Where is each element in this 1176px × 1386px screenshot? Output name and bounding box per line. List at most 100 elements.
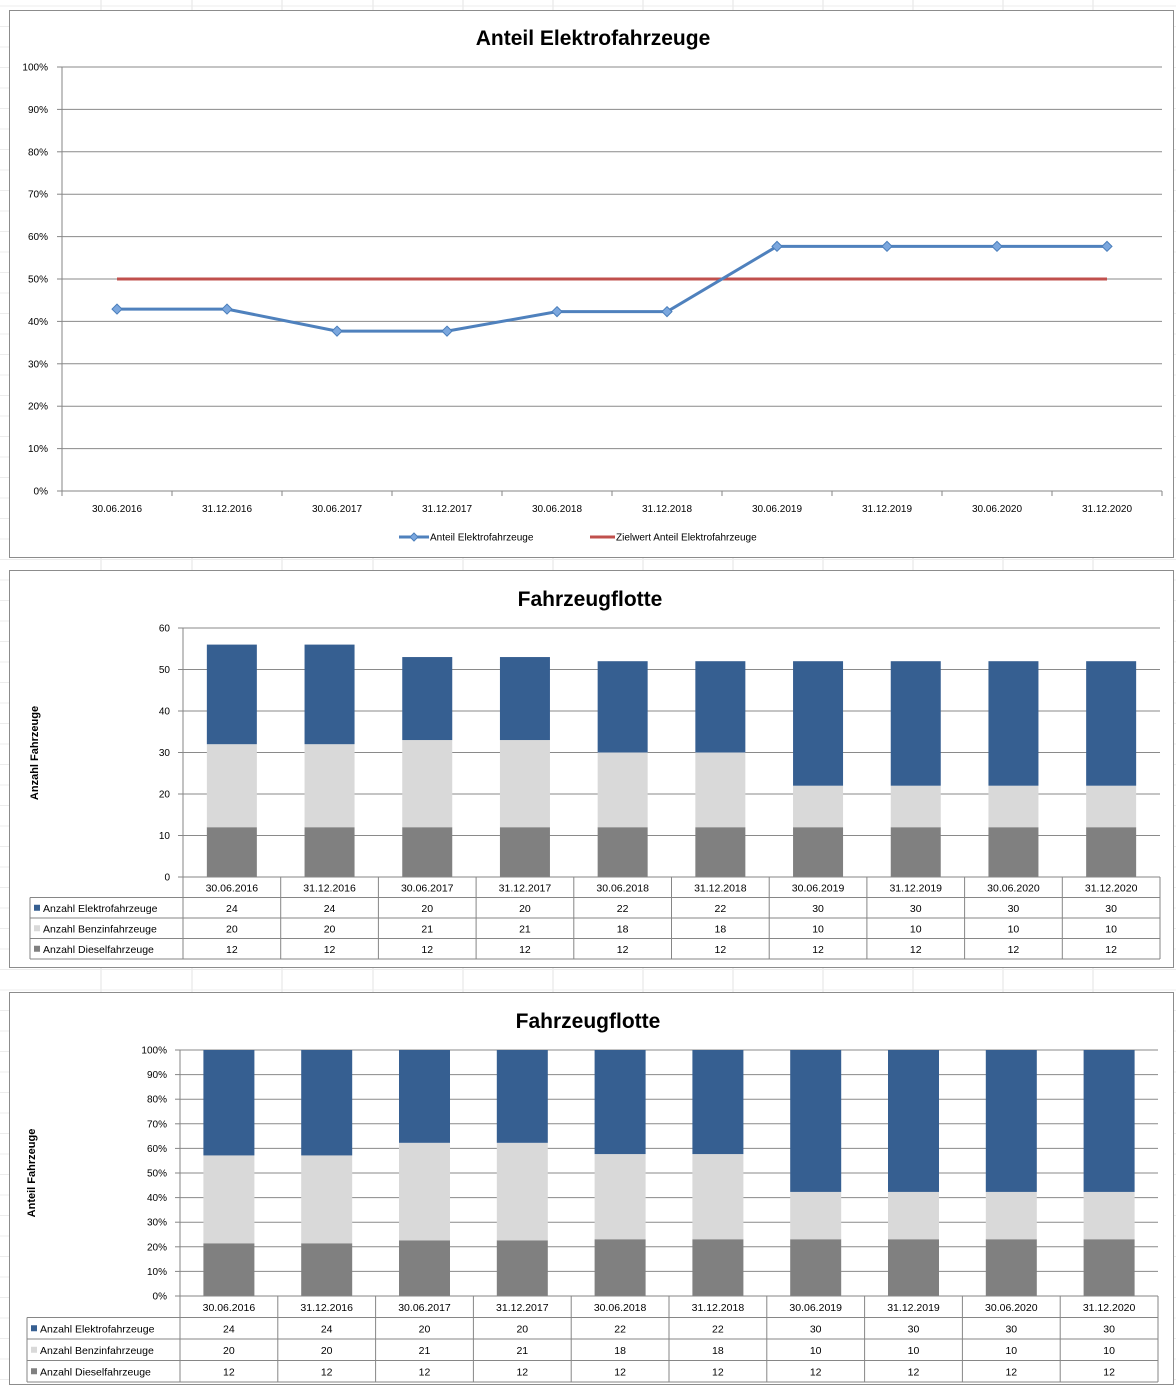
series-line-anteil <box>117 244 1107 333</box>
table-cell: 30 <box>810 1323 822 1335</box>
x-tick-label: 31.12.2017 <box>496 1302 549 1314</box>
table-cell: 10 <box>812 923 824 935</box>
y-axis-label: Anzahl Fahrzeuge <box>29 706 41 800</box>
x-tick-label: 31.12.2018 <box>642 504 692 515</box>
table-cell: 24 <box>226 903 238 915</box>
table-cell: 20 <box>226 923 238 935</box>
bar-segment-anzahl-benzinfahrzeuge <box>399 1142 450 1241</box>
x-tick-label: 30.06.2020 <box>985 1302 1038 1314</box>
table-cell: 20 <box>421 903 433 915</box>
x-tick-label: 30.06.2016 <box>92 504 142 515</box>
bar-segment-anzahl-dieselfahrzeuge <box>496 1240 548 1296</box>
table-cell: 22 <box>715 903 727 915</box>
table-cell: 18 <box>614 1345 626 1357</box>
bar-segment-anzahl-dieselfahrzeuge <box>402 827 453 877</box>
stacked-bar-chart-anteil[interactable]: Fahrzeugflotte Anteil Fahrzeuge 0% 10% 20%… <box>9 992 1174 1385</box>
table-cell: 10 <box>1005 1345 1017 1357</box>
x-tick-label: 31.12.2016 <box>300 1302 353 1314</box>
bar-segment-anzahl-elektrofahrzeuge <box>304 644 355 745</box>
table-cell: 12 <box>1005 1366 1017 1378</box>
table-cell: 22 <box>614 1323 626 1335</box>
bar-segment-anzahl-elektrofahrzeuge <box>793 661 844 786</box>
y-tick-label: 60% <box>28 232 48 243</box>
table-cell: 30 <box>910 903 922 915</box>
table-cell: 30 <box>1008 903 1020 915</box>
bar-chart-svg: Fahrzeugflotte Anzahl Fahrzeuge 0 10 20 30 4… <box>29 588 1161 960</box>
y-tick-label: 30 <box>159 748 171 759</box>
bar-segment-anzahl-benzinfahrzeuge <box>206 744 257 828</box>
bar-segment-anzahl-elektrofahrzeuge <box>402 657 453 741</box>
table-cell: 22 <box>712 1323 724 1335</box>
bar-segment-anzahl-elektrofahrzeuge <box>890 661 941 786</box>
bar-segment-anzahl-elektrofahrzeuge <box>988 661 1039 786</box>
bar-segment-anzahl-dieselfahrzeuge <box>304 827 355 877</box>
bar-segment-anzahl-dieselfahrzeuge <box>692 1239 744 1296</box>
table-cell: 30 <box>812 903 824 915</box>
table-cell: 12 <box>324 944 336 956</box>
bar-segment-anzahl-elektrofahrzeuge <box>985 1050 1037 1192</box>
data-point-marker <box>551 305 563 318</box>
y-tick-label: 30% <box>147 1218 167 1229</box>
x-tick-label: 30.06.2016 <box>206 882 259 894</box>
table-cell: 12 <box>223 1366 235 1378</box>
bar-segment-anzahl-dieselfahrzeuge <box>888 1239 939 1296</box>
bar-segment-anzahl-dieselfahrzeuge <box>499 827 550 877</box>
legend-key <box>31 1368 37 1375</box>
legend-label-zielwert: Zielwert Anteil Elektrofahrzeuge <box>616 533 757 544</box>
table-cell: 21 <box>421 923 433 935</box>
table-row-header: Anzahl Elektrofahrzeuge <box>43 903 158 915</box>
bar-segment-anzahl-dieselfahrzeuge <box>1086 827 1137 877</box>
stacked-bar-chart-anzahl[interactable]: Fahrzeugflotte Anzahl Fahrzeuge 0 10 20 30 4… <box>9 570 1174 968</box>
table-cell: 20 <box>516 1323 528 1335</box>
data-point-marker <box>1101 240 1113 253</box>
bar-segment-anzahl-dieselfahrzeuge <box>1083 1239 1135 1296</box>
y-tick-label: 80% <box>147 1095 167 1106</box>
bar-segment-anzahl-benzinfahrzeuge <box>301 1155 353 1244</box>
x-tick-label: 30.06.2016 <box>203 1302 256 1314</box>
bar-segment-anzahl-benzinfahrzeuge <box>888 1191 939 1240</box>
x-tick-label: 31.12.2020 <box>1083 1302 1136 1314</box>
percent-bar-chart-svg: Fahrzeugflotte Anteil Fahrzeuge 0% 10% 20%… <box>26 1010 1159 1383</box>
bar-segment-anzahl-dieselfahrzeuge <box>399 1240 450 1296</box>
bar-segment-anzahl-dieselfahrzeuge <box>790 1239 842 1296</box>
table-cell: 10 <box>1008 923 1020 935</box>
table-cell: 12 <box>1103 1366 1115 1378</box>
table-cell: 18 <box>715 923 727 935</box>
legend-key <box>34 925 40 932</box>
y-tick-label: 40% <box>147 1193 167 1204</box>
table-cell: 12 <box>810 1366 822 1378</box>
x-tick-label: 31.12.2017 <box>422 504 472 515</box>
x-tick-label: 31.12.2016 <box>303 882 356 894</box>
bar-segment-anzahl-dieselfahrzeuge <box>594 1239 646 1296</box>
table-cell: 24 <box>223 1323 235 1335</box>
bar-segment-anzahl-dieselfahrzeuge <box>988 827 1039 877</box>
bar-segment-anzahl-benzinfahrzeuge <box>304 744 355 828</box>
line-chart-anteil-elektrofahrzeuge[interactable]: Anteil Elektrofahrzeuge 0% 10% 20% 30% 40% 50… <box>9 10 1174 558</box>
bar-segment-anzahl-benzinfahrzeuge <box>695 752 746 828</box>
table-cell: 24 <box>321 1323 333 1335</box>
y-tick-label: 70% <box>147 1119 167 1130</box>
x-tick-label: 31.12.2016 <box>202 504 252 515</box>
legend-key <box>31 1325 37 1332</box>
bar-segment-anzahl-elektrofahrzeuge <box>594 1050 646 1155</box>
table-cell: 12 <box>614 1366 626 1378</box>
data-point-marker <box>771 240 783 253</box>
table-cell: 12 <box>715 944 727 956</box>
bar-segment-anzahl-elektrofahrzeuge <box>692 1050 744 1155</box>
bar-segment-anzahl-benzinfahrzeuge <box>790 1191 842 1240</box>
x-tick-label: 30.06.2018 <box>594 1302 647 1314</box>
bar-segment-anzahl-benzinfahrzeuge <box>597 752 648 828</box>
table-cell: 21 <box>516 1345 528 1357</box>
y-tick-label: 40 <box>159 707 171 718</box>
table-cell: 12 <box>910 944 922 956</box>
bar-segment-anzahl-benzinfahrzeuge <box>594 1154 646 1240</box>
legend-marker-anteil <box>409 532 419 542</box>
x-tick-label: 31.12.2019 <box>862 504 912 515</box>
bar-segment-anzahl-dieselfahrzeuge <box>597 827 648 877</box>
bar-segment-anzahl-elektrofahrzeuge <box>499 657 550 741</box>
table-cell: 30 <box>1005 1323 1017 1335</box>
table-cell: 12 <box>1008 944 1020 956</box>
bar-segment-anzahl-dieselfahrzeuge <box>890 827 941 877</box>
table-cell: 10 <box>910 923 922 935</box>
table-cell: 20 <box>419 1323 431 1335</box>
